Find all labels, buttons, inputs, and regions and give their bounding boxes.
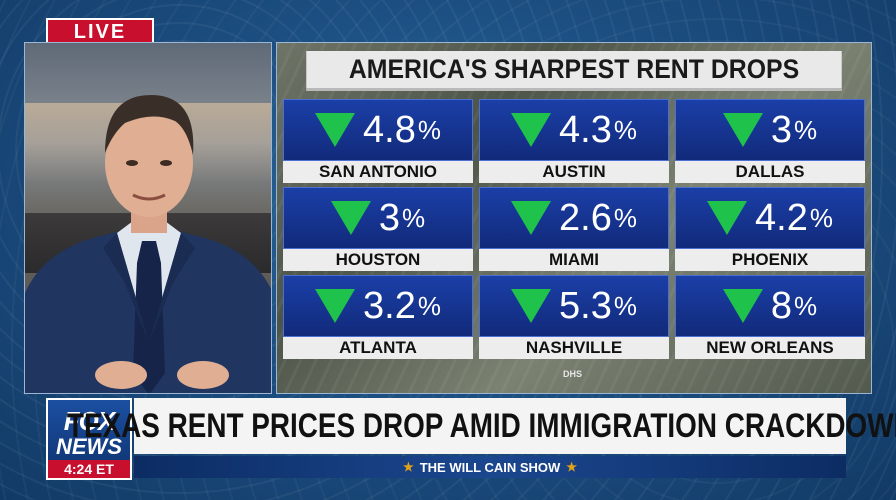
percent-sign: % — [613, 291, 637, 321]
drop-value: 3 — [770, 109, 792, 151]
star-icon: ★ — [402, 460, 414, 474]
percent-sign: % — [794, 291, 818, 321]
city-name: ATLANTA — [283, 337, 473, 359]
city-name: SAN ANTONIO — [283, 161, 473, 183]
city-name: NASHVILLE — [479, 337, 669, 359]
time-display: 4:24 ET — [48, 460, 130, 478]
city-tile-value: 4.3 % — [479, 99, 669, 161]
headline-bar: TEXAS RENT PRICES DROP AMID IMMIGRATION … — [67, 398, 896, 454]
percent-sign: % — [417, 291, 441, 321]
percent-sign: % — [613, 115, 637, 145]
down-arrow-icon — [707, 201, 748, 235]
down-arrow-icon — [511, 113, 552, 147]
anchor-video — [24, 42, 272, 394]
city-tile-houston: 3 % HOUSTON — [283, 187, 473, 271]
drop-value: 5.3 — [559, 285, 612, 327]
city-tile-value: 4.2 % — [675, 187, 865, 249]
down-arrow-icon — [330, 201, 371, 235]
city-tile-value: 2.6 % — [479, 187, 669, 249]
graphic-title: AMERICA'S SHARPEST RENT DROPS — [306, 51, 842, 91]
city-name: HOUSTON — [283, 249, 473, 271]
down-arrow-icon — [722, 289, 763, 323]
down-arrow-icon — [511, 289, 552, 323]
city-tile-value: 8 % — [675, 275, 865, 337]
percent-sign: % — [809, 203, 833, 233]
down-arrow-icon — [315, 113, 356, 147]
star-icon: ★ — [566, 460, 578, 474]
live-badge: LIVE — [46, 18, 154, 46]
city-tile-san-antonio: 4.8 % SAN ANTONIO — [283, 99, 473, 183]
drop-value: 4.2 — [755, 197, 808, 239]
drop-value: 4.3 — [559, 109, 612, 151]
headline-text: TEXAS RENT PRICES DROP AMID IMMIGRATION … — [66, 406, 896, 445]
down-arrow-icon — [511, 201, 552, 235]
city-tile-atlanta: 3.2 % ATLANTA — [283, 275, 473, 359]
city-tile-value: 4.8 % — [283, 99, 473, 161]
down-arrow-icon — [315, 289, 356, 323]
down-arrow-icon — [722, 113, 763, 147]
drop-value: 2.6 — [559, 197, 612, 239]
percent-sign: % — [402, 203, 426, 233]
city-tile-nashville: 5.3 % NASHVILLE — [479, 275, 669, 359]
show-name-bar: ★ THE WILL CAIN SHOW ★ — [134, 456, 846, 478]
logo-fox-text: FOX — [63, 406, 115, 436]
drop-value: 4.8 — [363, 109, 416, 151]
city-tile-value: 3 % — [283, 187, 473, 249]
percent-sign: % — [417, 115, 441, 145]
logo-news-text: NEWS — [56, 434, 122, 459]
city-name: NEW ORLEANS — [675, 337, 865, 359]
city-tile-dallas: 3 % DALLAS — [675, 99, 865, 183]
city-tile-value: 5.3 % — [479, 275, 669, 337]
city-name: AUSTIN — [479, 161, 669, 183]
rent-drops-graphic: AMERICA'S SHARPEST RENT DROPS 4.8 % SAN … — [276, 42, 872, 394]
city-tile-phoenix: 4.2 % PHOENIX — [675, 187, 865, 271]
city-tile-value: 3.2 % — [283, 275, 473, 337]
city-name: DALLAS — [675, 161, 865, 183]
drop-value: 3 — [378, 197, 400, 239]
fox-news-logo: FOX NEWS 4:24 ET — [46, 398, 132, 480]
drop-value: 3.2 — [363, 285, 416, 327]
city-tile-value: 3 % — [675, 99, 865, 161]
anchor-figure — [25, 95, 271, 393]
percent-sign: % — [794, 115, 818, 145]
drop-value: 8 — [770, 285, 792, 327]
city-name: PHOENIX — [675, 249, 865, 271]
city-tile-austin: 4.3 % AUSTIN — [479, 99, 669, 183]
city-tile-miami: 2.6 % MIAMI — [479, 187, 669, 271]
city-name: MIAMI — [479, 249, 669, 271]
show-name: THE WILL CAIN SHOW — [419, 459, 561, 475]
percent-sign: % — [613, 203, 637, 233]
source-credit: DHS — [563, 369, 583, 379]
city-tile-new-orleans: 8 % NEW ORLEANS — [675, 275, 865, 359]
